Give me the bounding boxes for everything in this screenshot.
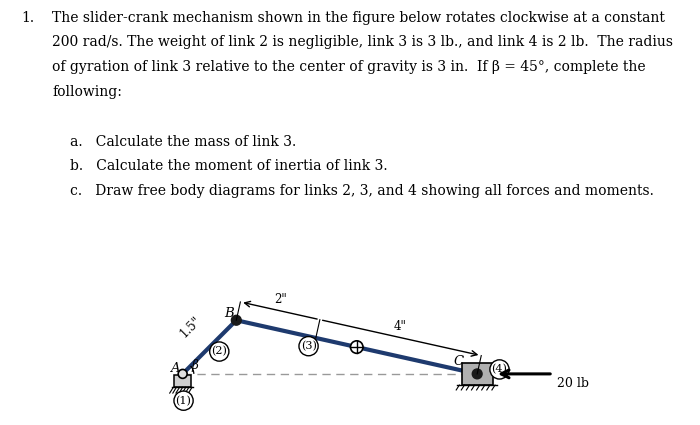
- Text: 20 lb: 20 lb: [556, 377, 589, 390]
- Text: 1.5": 1.5": [178, 314, 204, 340]
- Text: of gyration of link 3 relative to the center of gravity is 3 in.  If β = 45°, co: of gyration of link 3 relative to the ce…: [52, 60, 646, 74]
- Text: c.   Draw free body diagrams for links 2, 3, and 4 showing all forces and moment: c. Draw free body diagrams for links 2, …: [70, 184, 654, 198]
- Text: The slider-crank mechanism shown in the figure below rotates clockwise at a cons: The slider-crank mechanism shown in the …: [52, 11, 666, 25]
- Text: (1): (1): [176, 396, 192, 406]
- Circle shape: [232, 315, 242, 325]
- Text: (2): (2): [211, 346, 228, 357]
- Text: C: C: [453, 355, 463, 368]
- Circle shape: [473, 369, 482, 379]
- Text: a.   Calculate the mass of link 3.: a. Calculate the mass of link 3.: [70, 135, 296, 149]
- Text: (4): (4): [491, 364, 508, 374]
- Text: β: β: [192, 360, 198, 372]
- Text: 1.: 1.: [21, 11, 34, 25]
- Bar: [174, 375, 191, 387]
- Text: following:: following:: [52, 85, 122, 99]
- Circle shape: [178, 369, 187, 378]
- Text: (3): (3): [300, 341, 316, 351]
- Bar: [461, 363, 493, 385]
- Text: B: B: [224, 307, 234, 320]
- Text: 2": 2": [274, 293, 286, 306]
- Text: 200 rad/s. The weight of link 2 is negligible, link 3 is 3 lb., and link 4 is 2 : 200 rad/s. The weight of link 2 is negli…: [52, 35, 673, 49]
- Text: A: A: [170, 362, 180, 375]
- Text: b.   Calculate the moment of inertia of link 3.: b. Calculate the moment of inertia of li…: [70, 159, 388, 173]
- Circle shape: [351, 341, 363, 353]
- Text: 4": 4": [394, 320, 407, 333]
